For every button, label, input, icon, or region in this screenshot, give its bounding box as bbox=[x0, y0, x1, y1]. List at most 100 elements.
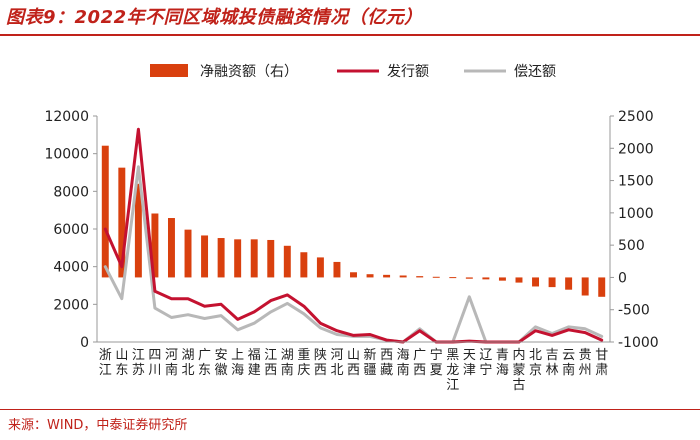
category-label: 内蒙古 bbox=[512, 347, 525, 393]
category-label: 河南 bbox=[165, 348, 178, 378]
category-label: 甘肃 bbox=[595, 348, 608, 378]
right-axis-tick-label: 1500 bbox=[618, 174, 654, 190]
net-financing-bar bbox=[201, 235, 209, 278]
category-label: 江苏 bbox=[132, 348, 145, 378]
category-label: 天津 bbox=[463, 348, 476, 378]
category-label-char: 广 bbox=[198, 348, 211, 363]
source-note: 来源：WIND，中泰证券研究所 bbox=[8, 418, 188, 433]
category-label-char: 甘 bbox=[595, 348, 608, 363]
category-label-char: 海 bbox=[397, 348, 410, 363]
net-financing-bar bbox=[565, 277, 573, 290]
net-financing-bar bbox=[366, 274, 374, 278]
net-financing-bar bbox=[416, 276, 424, 278]
category-label: 湖北 bbox=[182, 348, 195, 378]
category-label-char: 海 bbox=[231, 363, 244, 378]
net-financing-bar bbox=[383, 274, 391, 278]
right-axis-tick-label: 1000 bbox=[618, 206, 654, 222]
category-label-char: 黑 bbox=[446, 348, 459, 363]
category-label: 广东 bbox=[198, 348, 211, 378]
category-label: 浙江 bbox=[99, 348, 112, 378]
series-lines bbox=[103, 127, 604, 344]
category-label: 四川 bbox=[148, 348, 161, 378]
category-label: 河北 bbox=[330, 348, 343, 378]
category-label-char: 海 bbox=[496, 363, 509, 378]
category-label-char: 吉 bbox=[546, 348, 559, 363]
category-label-char: 南 bbox=[397, 362, 410, 378]
right-axis-tick-label: -500 bbox=[618, 303, 650, 319]
category-label-char: 陕 bbox=[314, 348, 327, 363]
category-label: 福建 bbox=[248, 348, 261, 378]
category-label-char: 龙 bbox=[446, 363, 459, 378]
category-label-char: 江 bbox=[132, 348, 145, 363]
category-label-char: 四 bbox=[148, 348, 161, 363]
category-label-char: 福 bbox=[248, 348, 261, 363]
category-label-char: 北 bbox=[330, 363, 343, 378]
category-label-char: 蒙 bbox=[512, 363, 525, 378]
legend-item-net-financing: 净融资额（右） bbox=[150, 64, 298, 80]
category-label-char: 新 bbox=[364, 347, 377, 363]
category-label-char: 津 bbox=[463, 363, 476, 378]
category-label: 江西 bbox=[264, 348, 277, 378]
category-label: 湖南 bbox=[281, 348, 294, 378]
chart-title: 图表9：2022年不同区域城投债融资情况（亿元） bbox=[6, 7, 423, 28]
category-label-char: 河 bbox=[165, 348, 178, 363]
category-label: 青海 bbox=[496, 348, 509, 378]
right-axis-tick-label: 2000 bbox=[618, 141, 654, 157]
net-financing-bar bbox=[532, 277, 540, 287]
category-label-char: 南 bbox=[281, 362, 294, 378]
category-label: 上海 bbox=[231, 348, 244, 378]
category-label-char: 广 bbox=[413, 348, 426, 363]
category-label-char: 江 bbox=[264, 348, 277, 363]
net-financing-bar bbox=[399, 275, 407, 278]
category-label: 北京 bbox=[529, 348, 542, 378]
net-financing-bar bbox=[333, 261, 341, 278]
right-axis-tick-label: -1000 bbox=[618, 335, 659, 351]
category-label-char: 天 bbox=[463, 348, 476, 363]
category-label-char: 北 bbox=[182, 363, 195, 378]
category-label-char: 南 bbox=[562, 362, 575, 378]
issuance-line bbox=[103, 127, 604, 344]
category-label: 吉林 bbox=[546, 348, 559, 378]
category-label: 西藏 bbox=[380, 348, 393, 378]
legend-label: 偿还额 bbox=[514, 64, 556, 80]
left-axis-tick-label: 12000 bbox=[44, 109, 89, 125]
legend-swatch bbox=[150, 64, 188, 77]
category-label-char: 贵 bbox=[579, 348, 592, 363]
net-financing-bar bbox=[465, 277, 473, 279]
category-label-char: 宁 bbox=[430, 347, 443, 363]
category-label-char: 西 bbox=[314, 363, 327, 378]
legend-item-repayment: 偿还额 bbox=[464, 64, 556, 80]
legend-label: 发行额 bbox=[387, 64, 429, 80]
category-label-char: 东 bbox=[115, 363, 128, 378]
category-label-char: 辽 bbox=[479, 348, 492, 363]
category-label-char: 建 bbox=[248, 363, 261, 378]
right-axis-tick-label: 500 bbox=[618, 238, 645, 254]
left-axis-tick-label: 6000 bbox=[53, 222, 89, 238]
axes: 0 2000 4000 6000 8000 10000 12000 -1000 -500 0 500… bbox=[44, 109, 658, 393]
net-financing-bar bbox=[151, 213, 159, 278]
category-label: 新疆 bbox=[364, 347, 377, 378]
category-label-char: 浙 bbox=[99, 348, 112, 363]
net-financing-bar bbox=[515, 277, 523, 283]
right-axis-tick-label: 2500 bbox=[618, 109, 654, 125]
category-label-char: 宁 bbox=[479, 362, 492, 378]
category-label-char: 北 bbox=[529, 348, 542, 363]
category-label-char: 苏 bbox=[132, 362, 145, 378]
category-label-char: 川 bbox=[148, 363, 161, 378]
category-label-char: 西 bbox=[264, 363, 277, 378]
category-label-char: 东 bbox=[198, 363, 211, 378]
net-financing-bar bbox=[118, 167, 126, 278]
net-financing-bar bbox=[316, 257, 324, 278]
left-axis-tick-label: 2000 bbox=[53, 297, 89, 313]
category-label-char: 夏 bbox=[430, 363, 443, 378]
category-label: 山东 bbox=[115, 348, 128, 378]
category-label: 黑龙江 bbox=[446, 348, 459, 393]
net-financing-bar bbox=[598, 277, 606, 297]
category-label-char: 林 bbox=[546, 363, 559, 378]
category-label: 辽宁 bbox=[479, 348, 492, 378]
category-label-char: 徽 bbox=[215, 363, 228, 378]
category-label-char: 山 bbox=[347, 348, 360, 363]
left-axis-tick-label: 10000 bbox=[44, 147, 89, 163]
category-label: 宁夏 bbox=[430, 347, 443, 378]
category-label-char: 河 bbox=[330, 348, 343, 363]
